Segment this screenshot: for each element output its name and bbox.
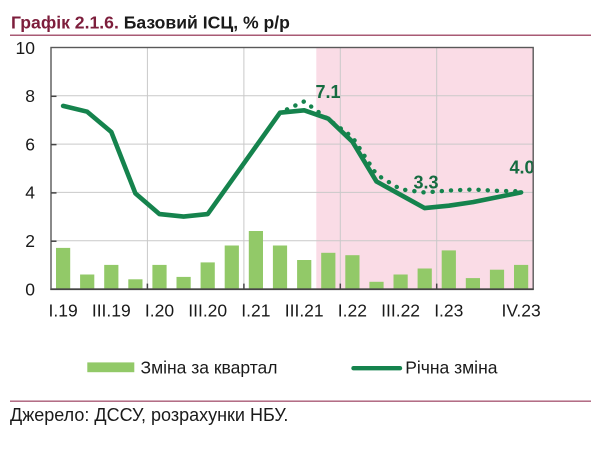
svg-text:I.23: I.23 xyxy=(434,300,463,320)
svg-text:4: 4 xyxy=(25,183,35,203)
svg-text:10: 10 xyxy=(16,38,36,58)
svg-text:6: 6 xyxy=(25,134,35,154)
svg-text:2: 2 xyxy=(25,231,35,251)
svg-text:Зміна за квартал: Зміна за квартал xyxy=(141,357,278,377)
svg-text:III.19: III.19 xyxy=(92,300,131,320)
svg-text:8: 8 xyxy=(25,86,35,106)
svg-text:III.22: III.22 xyxy=(381,300,420,320)
svg-text:0: 0 xyxy=(25,279,35,299)
svg-text:Джерело: ДССУ, розрахунки НБУ.: Джерело: ДССУ, розрахунки НБУ. xyxy=(10,405,288,425)
svg-text:Річна зміна: Річна зміна xyxy=(405,357,498,377)
svg-text:III.21: III.21 xyxy=(285,300,324,320)
svg-text:7.1: 7.1 xyxy=(316,82,341,102)
svg-text:I.22: I.22 xyxy=(338,300,367,320)
svg-text:I.20: I.20 xyxy=(145,300,174,320)
svg-text:III.20: III.20 xyxy=(188,300,227,320)
svg-text:3.3: 3.3 xyxy=(414,173,439,193)
svg-text:4.0: 4.0 xyxy=(510,158,535,178)
svg-text:I.19: I.19 xyxy=(48,300,77,320)
svg-text:Графік 2.1.6. Базовий ІСЦ, % р: Графік 2.1.6. Базовий ІСЦ, % р/р xyxy=(11,12,290,32)
svg-text:IV.23: IV.23 xyxy=(501,300,540,320)
svg-text:I.21: I.21 xyxy=(241,300,270,320)
